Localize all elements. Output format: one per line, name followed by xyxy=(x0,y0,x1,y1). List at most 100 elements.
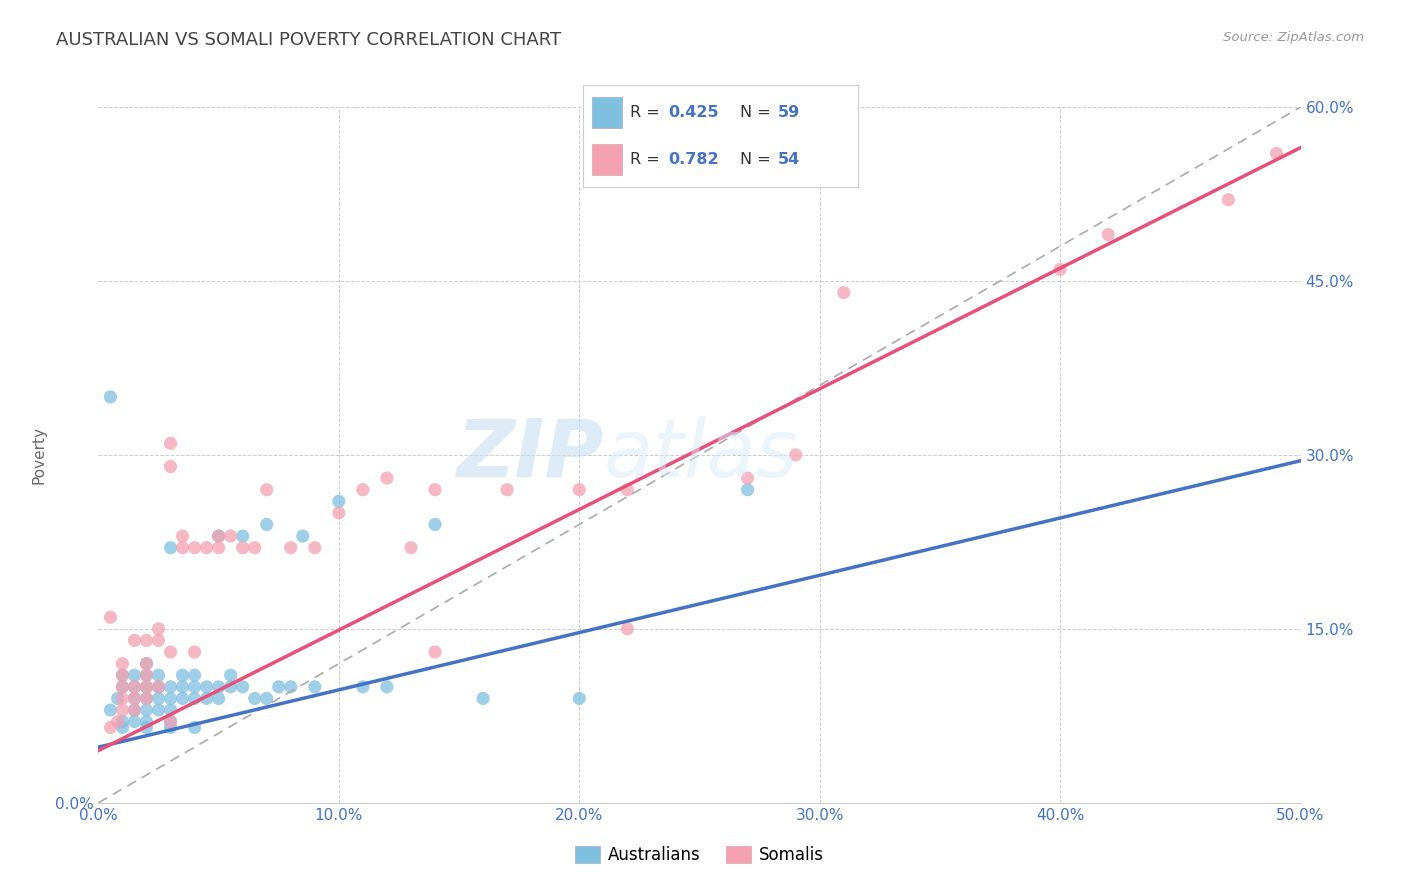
Point xyxy=(232,541,254,555)
Point xyxy=(256,483,278,497)
Point xyxy=(111,680,134,694)
Point xyxy=(232,529,254,543)
Point xyxy=(232,680,254,694)
Point xyxy=(124,691,146,706)
Point xyxy=(291,529,314,543)
Text: 54: 54 xyxy=(778,153,800,167)
Point xyxy=(135,703,157,717)
Point xyxy=(616,483,638,497)
Point xyxy=(183,541,205,555)
Point xyxy=(148,691,170,706)
Point xyxy=(280,680,302,694)
Text: R =: R = xyxy=(630,105,665,120)
Point xyxy=(135,680,157,694)
Text: 0.425: 0.425 xyxy=(668,105,718,120)
Point xyxy=(195,541,218,555)
Point xyxy=(172,691,194,706)
Point xyxy=(100,610,122,624)
Point xyxy=(304,680,326,694)
Point xyxy=(159,459,181,474)
Point xyxy=(219,680,242,694)
Point xyxy=(183,691,205,706)
Point xyxy=(375,680,398,694)
Point xyxy=(124,680,146,694)
Point xyxy=(183,645,205,659)
Text: N =: N = xyxy=(740,105,776,120)
Point xyxy=(832,285,855,300)
Text: R =: R = xyxy=(630,153,665,167)
Point xyxy=(124,714,146,729)
Point xyxy=(183,721,205,735)
Point xyxy=(159,680,181,694)
Point xyxy=(111,714,134,729)
Point xyxy=(124,703,146,717)
Point xyxy=(148,633,170,648)
Point xyxy=(111,657,134,671)
Point xyxy=(172,541,194,555)
Point xyxy=(1097,227,1119,242)
Point xyxy=(159,714,181,729)
Point xyxy=(135,691,157,706)
Point xyxy=(785,448,807,462)
Point xyxy=(195,680,218,694)
Point xyxy=(243,691,266,706)
Point xyxy=(159,691,181,706)
Point xyxy=(148,703,170,717)
Point xyxy=(280,541,302,555)
Point xyxy=(472,691,495,706)
Point xyxy=(208,680,231,694)
Point xyxy=(159,436,181,450)
Text: ZIP: ZIP xyxy=(456,416,603,494)
Point xyxy=(423,645,446,659)
Point xyxy=(107,714,129,729)
Point xyxy=(135,668,157,682)
Point xyxy=(304,541,326,555)
Point xyxy=(135,657,157,671)
Point xyxy=(172,529,194,543)
Point xyxy=(111,680,134,694)
Point xyxy=(208,691,231,706)
Point xyxy=(111,721,134,735)
Point xyxy=(159,645,181,659)
Point xyxy=(1265,146,1288,161)
Point xyxy=(267,680,290,694)
Point xyxy=(135,668,157,682)
Text: 0.782: 0.782 xyxy=(668,153,718,167)
Point xyxy=(243,541,266,555)
Point xyxy=(496,483,519,497)
Point xyxy=(111,691,134,706)
Text: Source: ZipAtlas.com: Source: ZipAtlas.com xyxy=(1223,31,1364,45)
Point xyxy=(172,680,194,694)
Point xyxy=(183,680,205,694)
Point xyxy=(100,390,122,404)
Text: N =: N = xyxy=(740,153,776,167)
Point xyxy=(1049,262,1071,277)
Point xyxy=(148,622,170,636)
Point xyxy=(423,483,446,497)
Point xyxy=(124,633,146,648)
Point xyxy=(183,668,205,682)
Point xyxy=(568,691,591,706)
Point xyxy=(208,529,231,543)
Point xyxy=(256,691,278,706)
Text: AUSTRALIAN VS SOMALI POVERTY CORRELATION CHART: AUSTRALIAN VS SOMALI POVERTY CORRELATION… xyxy=(56,31,561,49)
Point xyxy=(208,529,231,543)
Point xyxy=(399,541,422,555)
Point xyxy=(159,721,181,735)
Point xyxy=(328,494,350,508)
Point xyxy=(111,703,134,717)
Point xyxy=(159,714,181,729)
Point xyxy=(124,703,146,717)
Point xyxy=(124,668,146,682)
Point xyxy=(135,721,157,735)
Point xyxy=(124,691,146,706)
Point xyxy=(107,691,129,706)
Point xyxy=(111,668,134,682)
Text: atlas: atlas xyxy=(603,416,799,494)
Point xyxy=(616,622,638,636)
Point xyxy=(159,703,181,717)
Point xyxy=(100,721,122,735)
Text: 59: 59 xyxy=(778,105,800,120)
FancyBboxPatch shape xyxy=(592,145,621,175)
Point xyxy=(159,541,181,555)
